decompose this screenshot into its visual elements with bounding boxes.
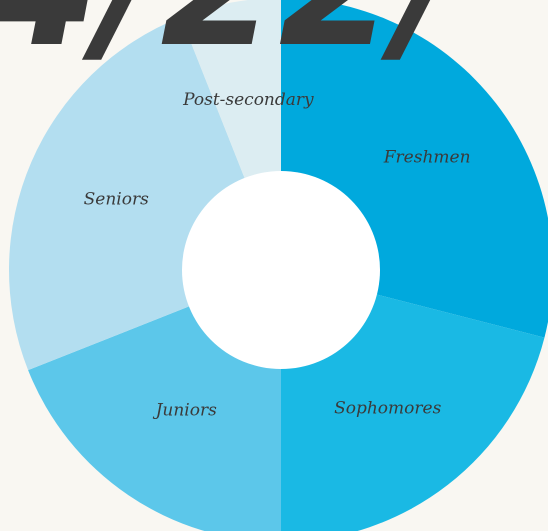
donut-hole (182, 171, 380, 369)
slice-label-freshmen: Freshmen (383, 148, 471, 168)
slice-labels: Freshmen Sophomores Juniors Seniors Post-sec… (84, 90, 471, 420)
slice-label-post-secondary: Post-secondary (182, 90, 314, 110)
slice-label-sophomores: Sophomores (334, 399, 441, 419)
slice-label-seniors: Seniors (84, 190, 149, 210)
slice-label-juniors: Juniors (153, 400, 218, 420)
header-fragment-text: 4/22/ (0, 0, 471, 85)
